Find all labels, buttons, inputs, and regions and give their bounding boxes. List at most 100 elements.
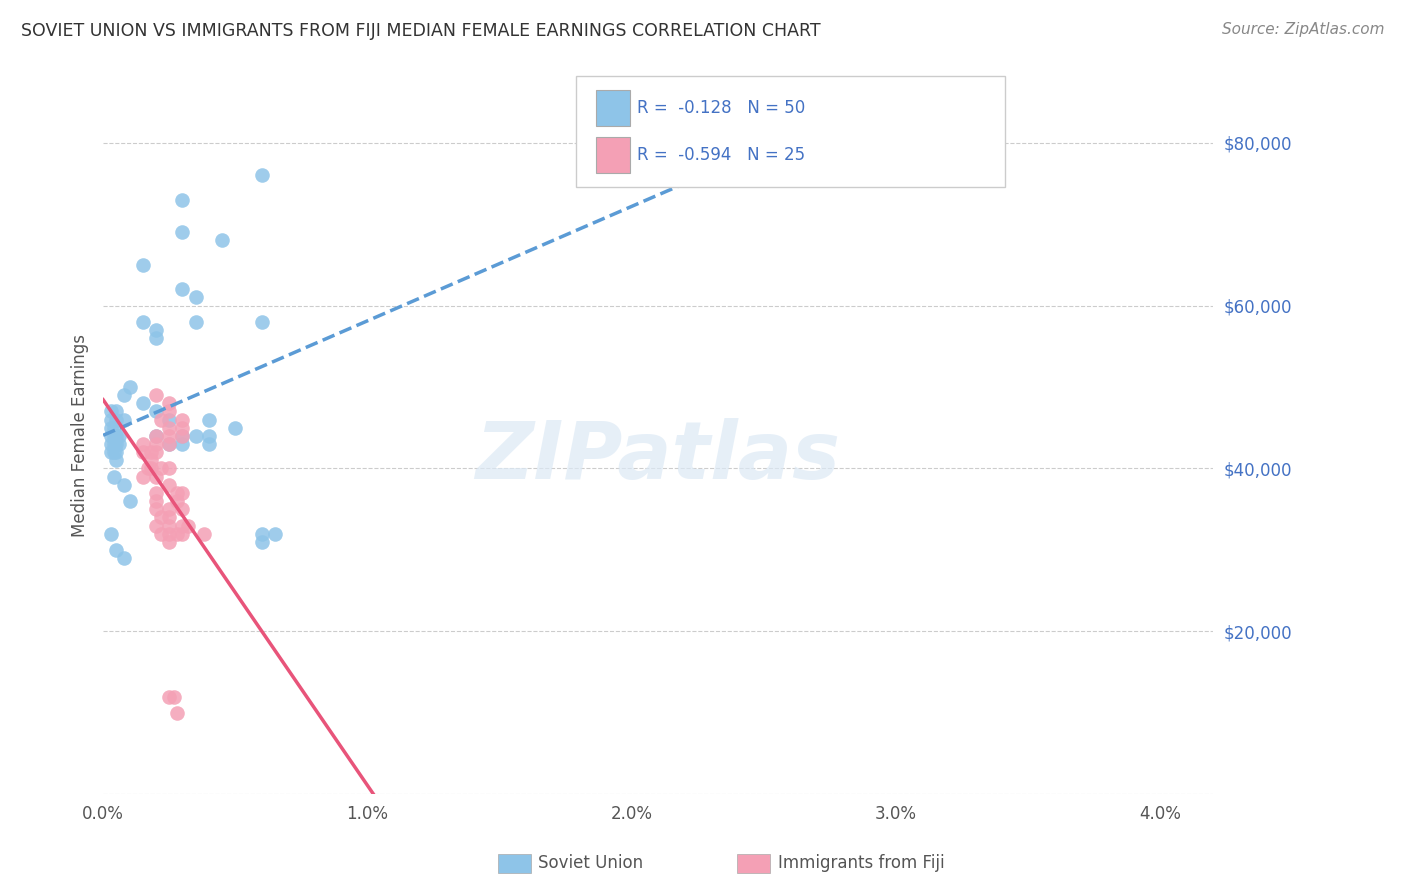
Point — [166, 526, 188, 541]
Point — [172, 421, 194, 435]
Point — [172, 193, 194, 207]
Point — [172, 429, 194, 443]
Point — [145, 502, 167, 516]
Point — [105, 543, 128, 558]
Point — [198, 437, 221, 451]
Point — [157, 437, 180, 451]
Point — [157, 429, 180, 443]
Point — [105, 412, 128, 426]
Point — [166, 486, 188, 500]
Point — [198, 412, 221, 426]
Point — [157, 510, 180, 524]
Point — [172, 518, 194, 533]
Text: ZIPatlas: ZIPatlas — [475, 418, 841, 497]
Y-axis label: Median Female Earnings: Median Female Earnings — [72, 334, 89, 537]
Point — [103, 429, 125, 443]
Point — [184, 290, 207, 304]
Point — [132, 396, 155, 410]
Point — [139, 445, 162, 459]
Point — [105, 404, 128, 418]
Point — [184, 429, 207, 443]
Point — [108, 429, 131, 443]
Point — [176, 518, 198, 533]
Point — [145, 445, 167, 459]
Point — [100, 421, 122, 435]
Point — [145, 469, 167, 483]
Point — [145, 429, 167, 443]
Point — [100, 429, 122, 443]
Point — [132, 315, 155, 329]
Point — [105, 437, 128, 451]
Text: R =  -0.594   N = 25: R = -0.594 N = 25 — [637, 146, 806, 164]
Point — [150, 461, 173, 475]
Point — [100, 437, 122, 451]
Point — [145, 486, 167, 500]
Point — [157, 534, 180, 549]
Point — [157, 412, 180, 426]
Point — [105, 429, 128, 443]
Point — [139, 461, 162, 475]
Point — [172, 526, 194, 541]
Point — [112, 477, 135, 491]
Point — [157, 396, 180, 410]
Point — [103, 469, 125, 483]
Point — [263, 526, 285, 541]
Point — [166, 706, 188, 720]
Point — [100, 445, 122, 459]
Point — [105, 445, 128, 459]
Point — [118, 380, 141, 394]
Point — [198, 429, 221, 443]
Point — [132, 437, 155, 451]
Point — [166, 494, 188, 508]
Point — [108, 437, 131, 451]
Point — [157, 502, 180, 516]
Text: Soviet Union: Soviet Union — [538, 855, 644, 872]
Point — [157, 526, 180, 541]
Point — [157, 518, 180, 533]
Point — [150, 412, 173, 426]
Point — [112, 388, 135, 402]
Point — [132, 445, 155, 459]
Point — [157, 477, 180, 491]
Point — [145, 494, 167, 508]
Point — [150, 526, 173, 541]
Point — [118, 494, 141, 508]
Point — [172, 429, 194, 443]
Point — [250, 526, 273, 541]
Text: SOVIET UNION VS IMMIGRANTS FROM FIJI MEDIAN FEMALE EARNINGS CORRELATION CHART: SOVIET UNION VS IMMIGRANTS FROM FIJI MED… — [21, 22, 821, 40]
Point — [157, 404, 180, 418]
Point — [103, 437, 125, 451]
Point — [172, 502, 194, 516]
Point — [211, 233, 233, 247]
Point — [163, 690, 186, 704]
Point — [157, 690, 180, 704]
Point — [145, 429, 167, 443]
Text: R =  -0.128   N = 50: R = -0.128 N = 50 — [637, 99, 806, 117]
Point — [100, 412, 122, 426]
Point — [145, 388, 167, 402]
Point — [193, 526, 215, 541]
Point — [105, 453, 128, 467]
Text: Immigrants from Fiji: Immigrants from Fiji — [778, 855, 945, 872]
Point — [132, 258, 155, 272]
Point — [145, 518, 167, 533]
Point — [100, 526, 122, 541]
Point — [250, 315, 273, 329]
Point — [145, 437, 167, 451]
Point — [157, 421, 180, 435]
Point — [139, 453, 162, 467]
Point — [103, 421, 125, 435]
Point — [103, 445, 125, 459]
Point — [172, 282, 194, 296]
Point — [136, 461, 159, 475]
Point — [224, 421, 246, 435]
Text: Source: ZipAtlas.com: Source: ZipAtlas.com — [1222, 22, 1385, 37]
Point — [112, 551, 135, 566]
Point — [157, 437, 180, 451]
Point — [157, 461, 180, 475]
Point — [145, 331, 167, 345]
Point — [250, 168, 273, 182]
Point — [145, 404, 167, 418]
Point — [100, 404, 122, 418]
Point — [172, 412, 194, 426]
